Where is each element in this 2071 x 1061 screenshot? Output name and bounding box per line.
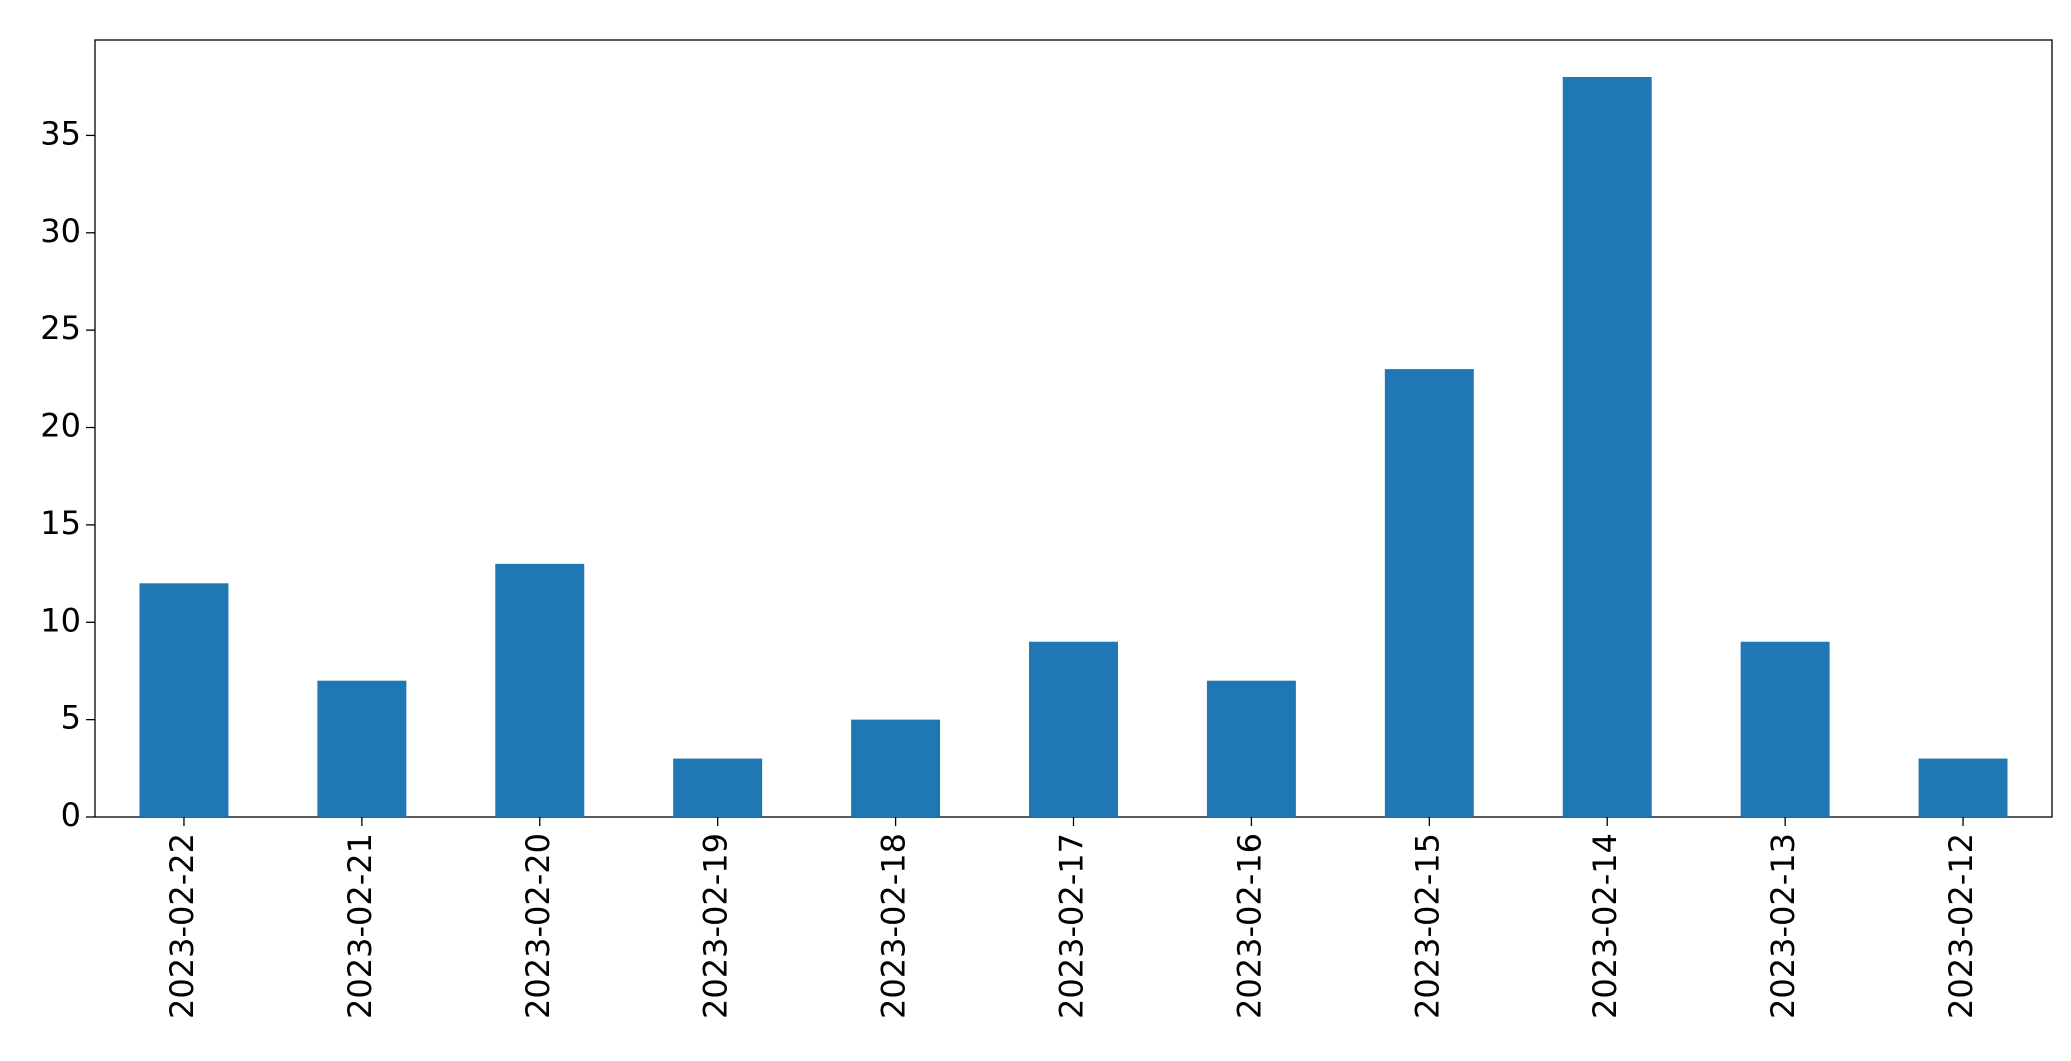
bar	[1206, 680, 1296, 817]
y-tick-label: 0	[61, 796, 81, 834]
bar	[495, 563, 585, 817]
y-tick-label: 35	[40, 114, 81, 152]
bar	[851, 719, 941, 817]
x-tick-label: 2023-02-19	[697, 833, 735, 1019]
x-tick-label: 2023-02-12	[1942, 833, 1980, 1019]
x-tick-label: 2023-02-17	[1053, 833, 1091, 1019]
x-tick-label: 2023-02-20	[519, 833, 557, 1019]
bar	[317, 680, 407, 817]
bar	[1562, 77, 1652, 817]
y-tick-label: 15	[40, 504, 81, 542]
x-tick-label: 2023-02-16	[1230, 833, 1268, 1019]
x-tick-label: 2023-02-14	[1586, 833, 1624, 1019]
bar	[1384, 369, 1474, 817]
bar	[1029, 641, 1118, 817]
x-tick-label: 2023-02-15	[1408, 833, 1446, 1019]
y-tick-label: 25	[40, 309, 81, 347]
x-tick-label: 2023-02-13	[1764, 833, 1802, 1019]
x-tick-label: 2023-02-21	[341, 833, 379, 1019]
x-tick-label: 2023-02-18	[875, 833, 913, 1019]
bar	[1740, 641, 1830, 817]
y-tick-label: 10	[40, 601, 81, 639]
y-tick-label: 30	[40, 212, 81, 250]
y-tick-label: 20	[40, 407, 81, 445]
bar	[139, 583, 229, 817]
y-tick-label: 5	[61, 699, 81, 737]
x-tick-label: 2023-02-22	[163, 833, 201, 1019]
bar	[673, 758, 763, 817]
bar	[1918, 758, 2008, 817]
